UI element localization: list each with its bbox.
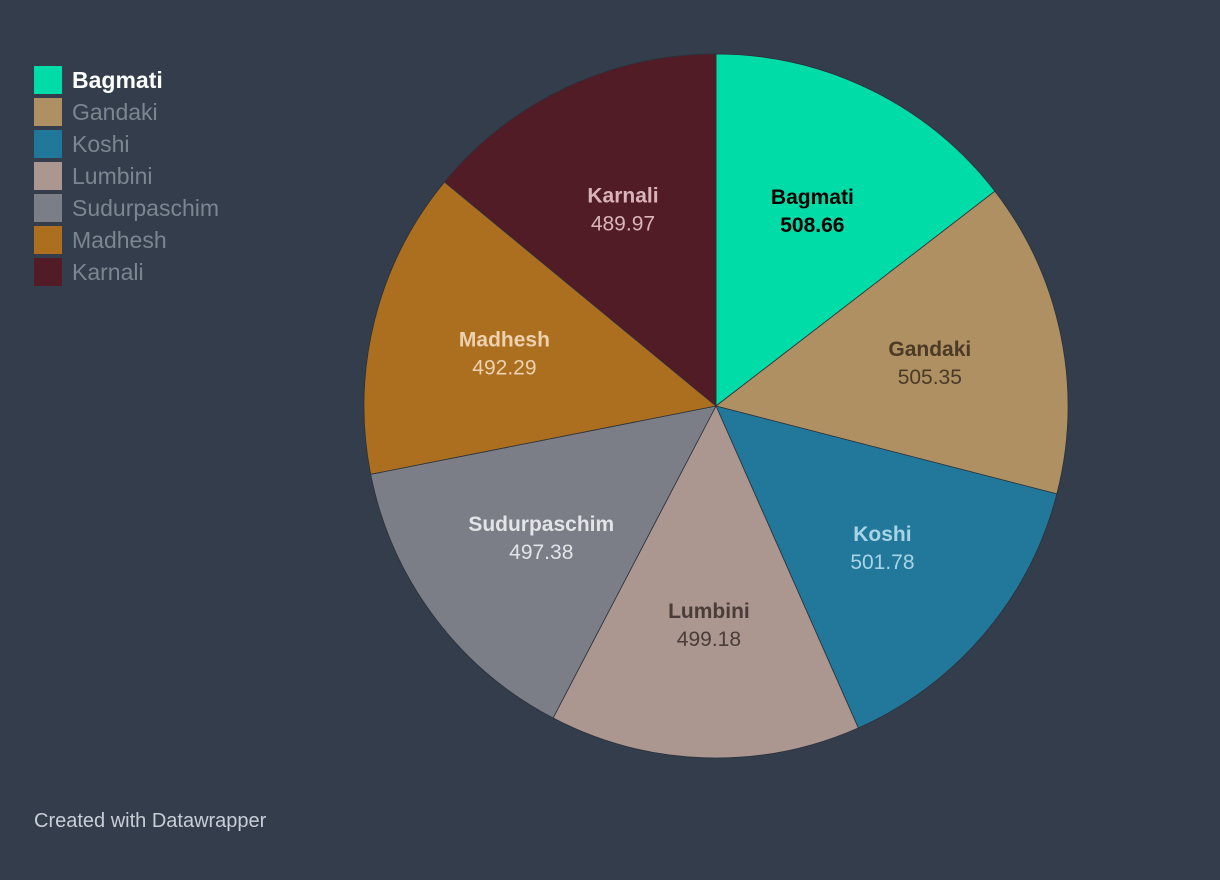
- slice-label: Madhesh: [459, 329, 550, 352]
- slice-label: Gandaki: [888, 338, 971, 361]
- slice-value-label: 489.97: [591, 213, 655, 236]
- slice-label: Koshi: [853, 523, 911, 546]
- legend-item-madhesh[interactable]: Madhesh: [34, 224, 219, 256]
- pie-slice-karnali[interactable]: [443, 53, 717, 407]
- legend-swatch: [34, 258, 62, 286]
- legend-label: Madhesh: [72, 226, 167, 253]
- slice-value-label: 508.66: [780, 214, 844, 237]
- legend-label: Bagmati: [72, 66, 163, 93]
- legend-item-gandaki[interactable]: Gandaki: [34, 96, 219, 128]
- slice-value-label: 497.38: [509, 541, 573, 564]
- legend-label: Koshi: [72, 130, 130, 157]
- slice-value-label: 499.18: [677, 628, 741, 651]
- slice-label: Sudurpaschim: [468, 513, 614, 536]
- legend-item-bagmati[interactable]: Bagmati: [34, 64, 219, 96]
- legend-label: Gandaki: [72, 98, 158, 125]
- legend-item-koshi[interactable]: Koshi: [34, 128, 219, 160]
- slice-label: Bagmati: [771, 186, 854, 209]
- legend-swatch: [34, 194, 62, 222]
- chart-legend: Bagmati Gandaki Koshi Lumbini Sudurpaschim Ma…: [34, 64, 219, 288]
- pie-slice-sudurpaschim[interactable]: [370, 405, 717, 719]
- legend-swatch: [34, 98, 62, 126]
- legend-label: Karnali: [72, 258, 144, 285]
- slice-label: Lumbini: [668, 600, 750, 623]
- pie-slice-madhesh[interactable]: [363, 181, 717, 475]
- pie-slice-koshi[interactable]: [715, 405, 1058, 729]
- pie-slice-gandaki[interactable]: [715, 190, 1069, 495]
- slice-value-label: 505.35: [898, 366, 962, 389]
- slice-value-label: 501.78: [850, 551, 914, 574]
- legend-swatch: [34, 226, 62, 254]
- legend-item-karnali[interactable]: Karnali: [34, 256, 219, 288]
- legend-item-sudurpaschim[interactable]: Sudurpaschim: [34, 192, 219, 224]
- legend-swatch: [34, 162, 62, 190]
- legend-item-lumbini[interactable]: Lumbini: [34, 160, 219, 192]
- legend-label: Lumbini: [72, 162, 153, 189]
- pie-slice-lumbini[interactable]: [552, 405, 859, 759]
- legend-label: Sudurpaschim: [72, 194, 220, 221]
- legend-swatch: [34, 130, 62, 158]
- slice-value-label: 492.29: [472, 357, 536, 380]
- legend-swatch: [34, 66, 62, 94]
- slice-label: Karnali: [587, 185, 658, 208]
- footer-credit: Created with Datawrapper: [34, 810, 267, 832]
- pie-slice-bagmati[interactable]: [715, 53, 996, 407]
